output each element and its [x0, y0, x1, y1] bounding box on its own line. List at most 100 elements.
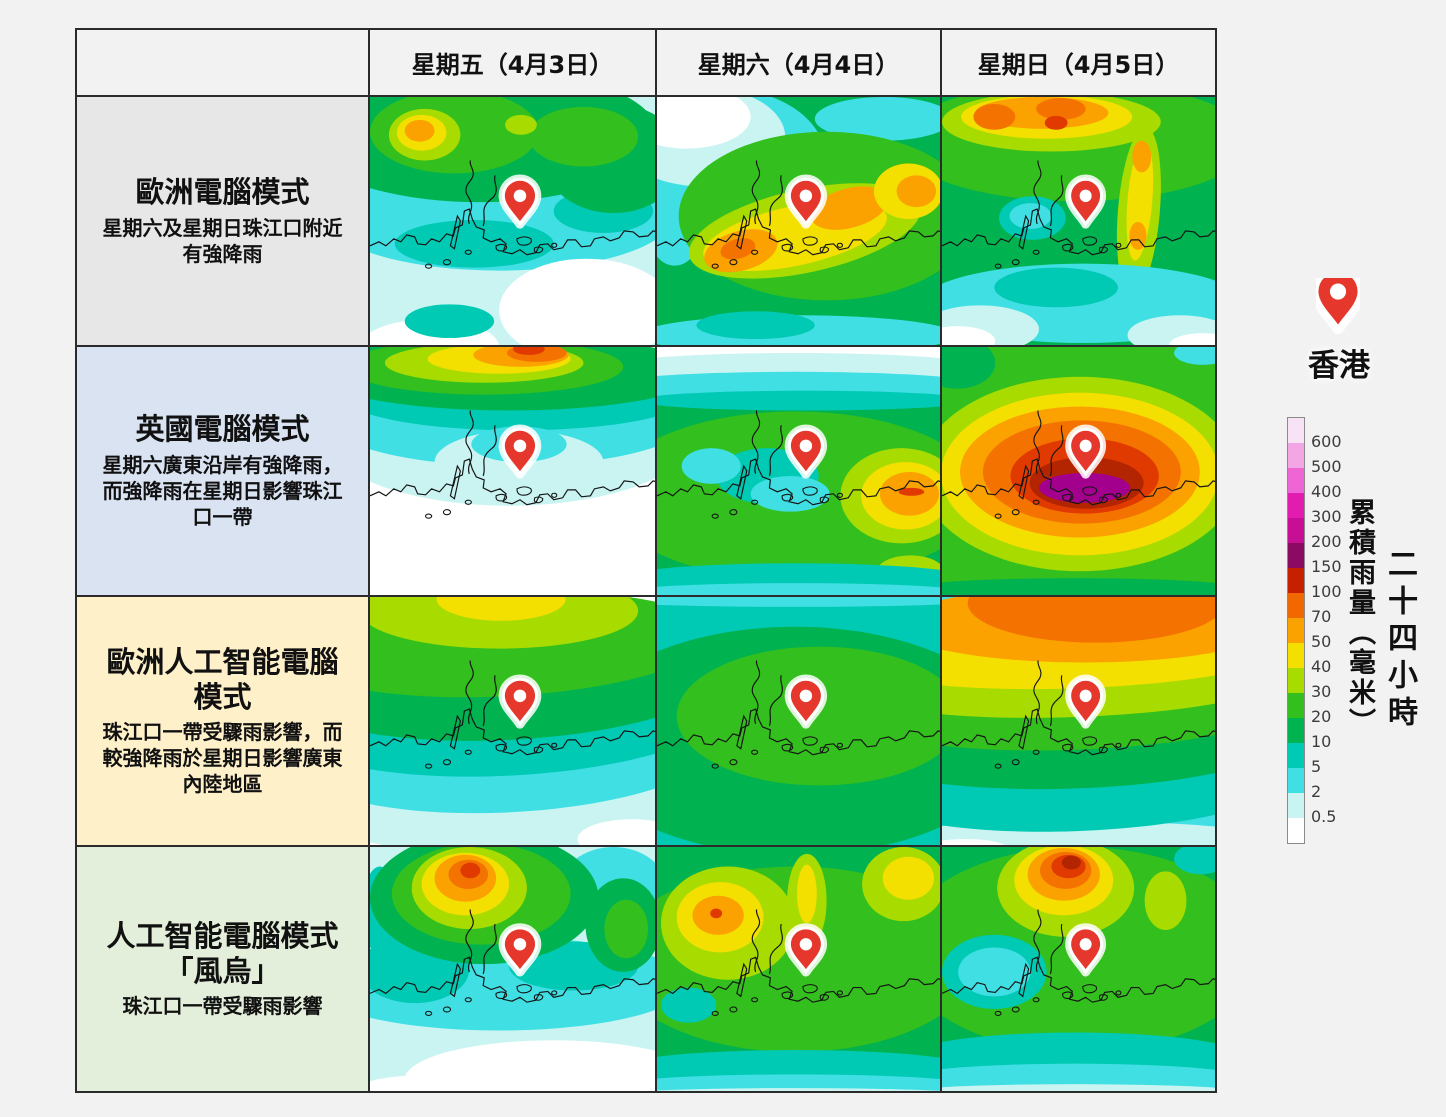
coastline: [1049, 425, 1064, 477]
island-outline: [1011, 259, 1020, 266]
island-outline: [751, 499, 759, 505]
location-pin-icon: [784, 424, 828, 479]
island-outline: [711, 263, 719, 269]
coastline: [768, 923, 783, 975]
rainfall-map-ecai-sunday: [942, 597, 1215, 847]
island-outline: [781, 991, 794, 999]
island-outline: [751, 749, 759, 755]
colorbar-segment: [1288, 543, 1304, 568]
location-pin-icon: [784, 674, 828, 729]
model-title: 歐洲電腦模式: [135, 175, 310, 210]
colorbar-tick-label: 500: [1311, 457, 1342, 476]
rainfall-map-ukmo-friday: [370, 347, 657, 597]
model-description: 珠江口一帶受驟雨影響: [122, 994, 323, 1019]
location-pin-icon: [1065, 424, 1107, 479]
colorbar-tick-label: 150: [1311, 557, 1342, 576]
island-outline: [802, 486, 818, 496]
colorbar-tick-label: 2: [1311, 782, 1322, 801]
coastline: [657, 708, 940, 756]
island-outline: [551, 242, 558, 248]
model-title: 人工智能電腦模式 「風烏」: [106, 918, 339, 988]
corner-cell: [77, 30, 370, 97]
coastline: [768, 675, 783, 727]
colorbar-tick-label: 30: [1311, 682, 1332, 701]
location-pin-icon: [784, 174, 828, 229]
island-outline: [781, 743, 794, 752]
column-header-sunday: 星期日（4月5日）: [942, 30, 1215, 97]
island-outline: [464, 749, 472, 755]
coastline: [751, 160, 761, 225]
colorbar-segment: [1288, 468, 1304, 493]
island-outline: [551, 990, 558, 996]
island-outline: [1062, 493, 1074, 502]
coastline: [736, 714, 748, 750]
colorbar-tick-label: 50: [1311, 632, 1332, 651]
island-outline: [533, 746, 544, 754]
location-pin-icon: [1065, 923, 1107, 977]
island-outline: [836, 742, 843, 748]
island-outline: [751, 249, 759, 255]
island-outline: [729, 1006, 738, 1013]
island-outline: [1011, 509, 1020, 516]
coastline: [736, 464, 748, 500]
island-outline: [729, 509, 738, 516]
location-pin-icon: [498, 674, 542, 729]
colorbar-tick-labels: 600 500 400 300 200 150 100 70 50 40 30 20 10 5 2 0.5: [1311, 417, 1357, 842]
island-outline: [1062, 991, 1074, 999]
island-outline: [425, 513, 433, 519]
coastline: [465, 660, 474, 725]
rainfall-map-canvas: [370, 347, 655, 595]
island-outline: [464, 499, 472, 505]
island-outline: [1082, 486, 1098, 496]
rainfall-map-fengwu-friday: [370, 847, 657, 1091]
hong-kong-pin-icon: [1316, 278, 1360, 335]
island-outline: [711, 763, 719, 769]
island-outline: [781, 493, 794, 502]
location-pin-icon: [1065, 174, 1107, 229]
island-outline: [1115, 742, 1122, 748]
colorbar-segment: [1288, 593, 1304, 618]
location-pin-icon: [1316, 278, 1360, 335]
coastline: [449, 464, 461, 500]
coastline: [751, 909, 761, 973]
island-outline: [1032, 249, 1040, 255]
rainfall-map-ecmwf-saturday: [657, 97, 942, 347]
colorbar-segment: [1288, 768, 1304, 793]
colorbar-tick-label: 400: [1311, 482, 1342, 501]
island-outline: [495, 991, 508, 999]
island-outline: [1032, 499, 1040, 505]
legend-title-24h: 二十四小時: [1382, 548, 1417, 733]
colorbar-segment: [1288, 743, 1304, 768]
coastline: [370, 708, 655, 756]
coastline: [482, 923, 497, 975]
forecast-table: 星期五（4月3日） 星期六（4月4日） 星期日（4月5日） 歐洲電腦模式 星期六…: [75, 28, 1217, 1093]
colorbar-segment: [1288, 493, 1304, 518]
coastline: [1018, 714, 1030, 750]
rainfall-map-canvas: [657, 847, 940, 1091]
coastline: [1033, 160, 1042, 225]
rainfall-map-fengwu-saturday: [657, 847, 942, 1091]
rainfall-map-ukmo-saturday: [657, 347, 942, 597]
model-title: 歐洲人工智能電腦 模式: [106, 644, 339, 714]
coastline: [751, 410, 761, 475]
island-outline: [836, 492, 843, 498]
rainfall-map-fengwu-sunday: [942, 847, 1215, 1091]
island-outline: [1082, 984, 1098, 994]
rainfall-map-ecai-friday: [370, 597, 657, 847]
rainfall-map-canvas: [942, 97, 1215, 345]
island-outline: [1032, 997, 1040, 1003]
island-outline: [802, 984, 818, 994]
coastline: [465, 909, 474, 973]
island-outline: [819, 496, 830, 504]
island-outline: [711, 1010, 719, 1016]
colorbar-tick-label: 300: [1311, 507, 1342, 526]
coastline: [1049, 175, 1064, 227]
island-outline: [1098, 496, 1109, 504]
row-label-ec-ai: 歐洲人工智能電腦 模式 珠江口一帶受驟雨影響，而 較強降雨於星期日影響廣東 內陸…: [77, 597, 370, 847]
rainfall-map-canvas: [370, 597, 655, 845]
island-outline: [1062, 243, 1074, 252]
island-outline: [819, 994, 830, 1001]
colorbar-tick-label: 5: [1311, 757, 1322, 776]
coastline: [482, 175, 497, 227]
coastline: [657, 956, 940, 1003]
